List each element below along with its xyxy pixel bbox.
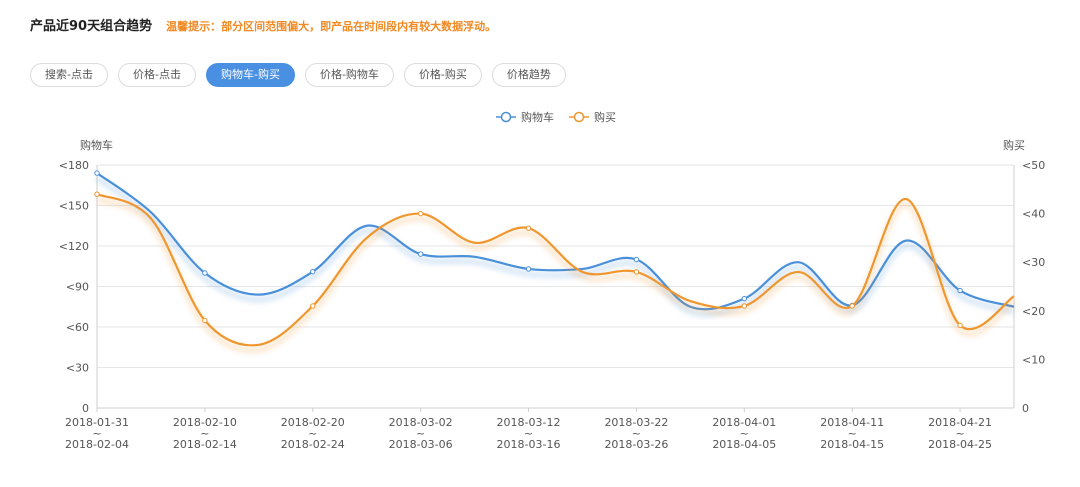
metric-tabs: 搜索-点击 价格-点击 购物车-购买 价格-购物车 价格-购买 价格趋势	[30, 63, 576, 87]
left-axis-ticks: 0 <30 <60 <90 <120 <150 <180	[59, 159, 89, 415]
x-tick-label: ~	[308, 427, 317, 440]
x-tick-label: 2018-04-21	[928, 416, 992, 429]
series-buy-point	[957, 322, 963, 329]
x-tick-label: ~	[92, 427, 101, 440]
left-tick-label: <60	[66, 321, 89, 334]
series-cart-point	[94, 170, 100, 176]
series-buy-line	[96, 193, 1015, 347]
legend-buy-label: 购买	[594, 110, 616, 124]
series-cart-point	[741, 295, 747, 302]
chart-legend[interactable]: 购物车 购买	[496, 110, 616, 124]
legend-buy-marker	[573, 111, 585, 123]
x-tick-label: 2018-01-31	[65, 416, 129, 429]
series-cart-point	[417, 251, 424, 257]
x-tick-label: ~	[524, 427, 533, 440]
x-tick-label: ~	[740, 427, 749, 440]
series-buy-point	[633, 269, 640, 275]
x-tick-label: ~	[848, 427, 857, 440]
left-tick-label: 0	[82, 402, 89, 415]
left-axis-label: 购物车	[80, 138, 113, 152]
series-cart-point	[633, 256, 640, 263]
x-tick-label: 2018-04-25	[928, 438, 992, 451]
series-buy-point	[417, 210, 424, 217]
x-tick-label: 2018-02-14	[173, 438, 237, 451]
x-axis-ticks: 2018-01-31~2018-02-042018-02-10~2018-02-…	[65, 408, 992, 451]
tab-search-click[interactable]: 搜索-点击	[30, 63, 108, 87]
x-tick-label: 2018-03-22	[604, 416, 668, 429]
tab-cart-buy[interactable]: 购物车-购买	[205, 63, 295, 87]
warm-tip: 温馨提示：部分区间范围偏大，即产品在时间段内有较大数据浮动。	[166, 20, 497, 33]
x-tick-label: 2018-04-15	[820, 438, 884, 451]
chart-title: 产品近90天组合趋势	[30, 19, 153, 34]
x-tick-label: 2018-02-24	[281, 438, 345, 451]
series-cart-point	[957, 287, 963, 294]
right-tick-label: <10	[1022, 353, 1045, 366]
x-tick-label: 2018-03-02	[389, 416, 453, 429]
right-tick-label: <50	[1022, 159, 1045, 172]
x-tick-label: 2018-02-04	[65, 438, 129, 451]
series-buy-point	[310, 303, 316, 309]
right-tick-label: <30	[1022, 256, 1045, 269]
x-tick-label: 2018-03-12	[497, 416, 561, 429]
series-buy-point	[849, 303, 855, 309]
x-tick-label: 2018-02-20	[281, 416, 345, 429]
series-buy-glow	[95, 196, 1016, 353]
tab-price-buy[interactable]: 价格-购买	[403, 63, 482, 87]
x-tick-label: 2018-04-05	[712, 438, 776, 451]
right-tick-label: <40	[1022, 208, 1045, 221]
x-tick-label: 2018-03-16	[497, 438, 561, 451]
grid-lines	[96, 164, 1015, 409]
chart-header: 产品近90天组合趋势 温馨提示：部分区间范围偏大，即产品在时间段内有较大数据浮动…	[30, 15, 496, 35]
x-tick-label: ~	[955, 427, 964, 440]
series-cart-line	[96, 172, 1015, 311]
x-tick-label: 2018-03-06	[389, 438, 453, 451]
right-tick-label: <20	[1022, 305, 1045, 318]
x-tick-label: 2018-04-11	[820, 416, 884, 429]
x-tick-label: 2018-03-26	[604, 438, 668, 451]
trend-chart: 购物车 购买 购物车 购买 0<30<60<90<120<150<180 0<10…	[59, 110, 1045, 451]
series-buy-point	[525, 225, 532, 231]
tab-price-click[interactable]: 价格-点击	[117, 63, 196, 87]
right-axis-label: 购买	[1003, 138, 1025, 152]
series-cart-point	[525, 266, 532, 272]
tab-price-cart[interactable]: 价格-购物车	[304, 63, 394, 87]
series-buy-point	[202, 317, 208, 324]
right-axis-ticks: 0 <10 <20 <30 <40 <50	[1022, 159, 1045, 415]
tab-price-trend[interactable]: 价格趋势	[491, 63, 566, 87]
left-tick-label: <90	[66, 281, 89, 294]
x-tick-label: 2018-04-01	[712, 416, 776, 429]
left-tick-label: <120	[59, 240, 89, 253]
right-tick-label: 0	[1022, 402, 1029, 415]
series-buy-point	[741, 303, 747, 309]
left-tick-label: <150	[59, 200, 89, 213]
x-tick-label: ~	[200, 427, 209, 440]
left-tick-label: <180	[59, 159, 89, 172]
x-tick-label: ~	[416, 427, 425, 440]
series-layer	[94, 170, 1016, 353]
series-cart-glow	[95, 176, 1015, 317]
series-cart-point	[310, 268, 316, 275]
x-tick-label: 2018-02-10	[173, 416, 237, 429]
legend-cart-marker	[500, 111, 512, 123]
x-tick-label: ~	[632, 427, 641, 440]
legend-cart-label: 购物车	[521, 110, 554, 124]
left-tick-label: <30	[66, 362, 89, 375]
series-cart-point	[202, 270, 208, 276]
series-buy-point	[94, 191, 100, 197]
